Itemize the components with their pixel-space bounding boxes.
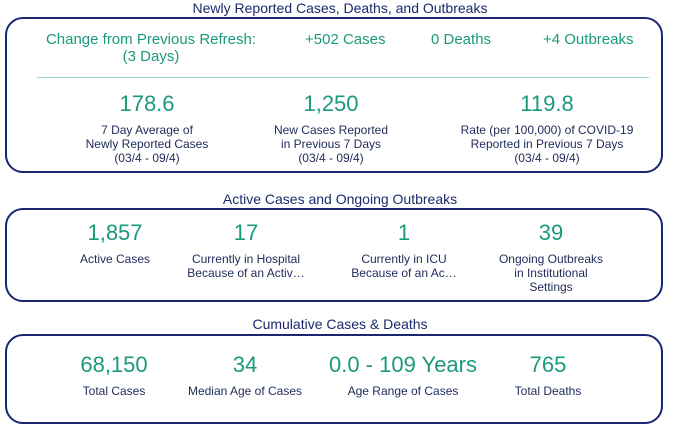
stat-label: Total Deaths xyxy=(514,384,582,398)
change-cases: +502 Cases xyxy=(305,31,386,48)
stat-value: 39 xyxy=(538,220,564,245)
stat-age-range: 0.0 - 109 Years Age Range of Cases xyxy=(319,352,487,398)
panel-newly-reported: Change from Previous Refresh: (3 Days) +… xyxy=(5,17,663,173)
change-label-line1: Change from Previous Refresh: xyxy=(45,31,257,48)
stat-in-icu: 1 Currently in ICU Because of an Ac… xyxy=(341,220,467,280)
stat-label: 7 Day Average of Newly Reported Cases (0… xyxy=(85,123,209,165)
divider xyxy=(37,77,649,78)
stat-label: Age Range of Cases xyxy=(347,384,459,398)
stat-label: Active Cases xyxy=(79,252,151,266)
stat-value: 34 xyxy=(232,352,258,377)
panel-active-cases: 1,857 Active Cases 17 Currently in Hospi… xyxy=(5,208,663,302)
stat-ongoing-outbreaks: 39 Ongoing Outbreaks in Institutional Se… xyxy=(481,220,621,294)
stat-value: 1,250 xyxy=(303,91,359,116)
stat-label: New Cases Reported in Previous 7 Days (0… xyxy=(273,123,389,165)
stat-total-cases: 68,150 Total Cases xyxy=(59,352,169,398)
section-title-cumulative: Cumulative Cases & Deaths xyxy=(252,316,428,332)
stat-value: 119.8 xyxy=(520,91,574,116)
change-label-line2: (3 Days) xyxy=(122,48,180,65)
stat-median-age: 34 Median Age of Cases xyxy=(177,352,313,398)
stat-value: 17 xyxy=(233,220,259,245)
stat-value: 0.0 - 109 Years xyxy=(328,352,477,377)
stat-total-deaths: 765 Total Deaths xyxy=(493,352,603,398)
stat-label: Ongoing Outbreaks in Institutional Setti… xyxy=(498,252,604,294)
stat-7day-average: 178.6 7 Day Average of Newly Reported Ca… xyxy=(47,91,247,165)
stat-label: Rate (per 100,000) of COVID-19 Reported … xyxy=(460,123,634,165)
stat-value: 178.6 xyxy=(119,91,175,116)
stat-label: Currently in Hospital Because of an Acti… xyxy=(187,252,305,280)
stat-value: 1 xyxy=(397,220,411,245)
stat-value: 1,857 xyxy=(87,220,143,245)
stat-label: Total Cases xyxy=(82,384,146,398)
stat-label: Currently in ICU Because of an Ac… xyxy=(351,252,457,280)
change-deaths: 0 Deaths xyxy=(431,31,492,48)
stat-value: 68,150 xyxy=(80,352,148,377)
stat-label: Median Age of Cases xyxy=(187,384,303,398)
stat-value: 765 xyxy=(529,352,567,377)
panel-cumulative: 68,150 Total Cases 34 Median Age of Case… xyxy=(5,334,663,424)
change-outbreaks: +4 Outbreaks xyxy=(543,31,634,48)
stat-rate-per-100k: 119.8 Rate (per 100,000) of COVID-19 Rep… xyxy=(437,91,657,165)
section-title-active-cases: Active Cases and Ongoing Outbreaks xyxy=(222,191,458,207)
stat-new-cases-7days: 1,250 New Cases Reported in Previous 7 D… xyxy=(231,91,431,165)
section-title-newly-reported: Newly Reported Cases, Deaths, and Outbre… xyxy=(192,0,488,16)
change-label: Change from Previous Refresh: (3 Days) xyxy=(33,31,269,65)
stat-in-hospital: 17 Currently in Hospital Because of an A… xyxy=(179,220,313,280)
stat-active-cases: 1,857 Active Cases xyxy=(55,220,175,266)
